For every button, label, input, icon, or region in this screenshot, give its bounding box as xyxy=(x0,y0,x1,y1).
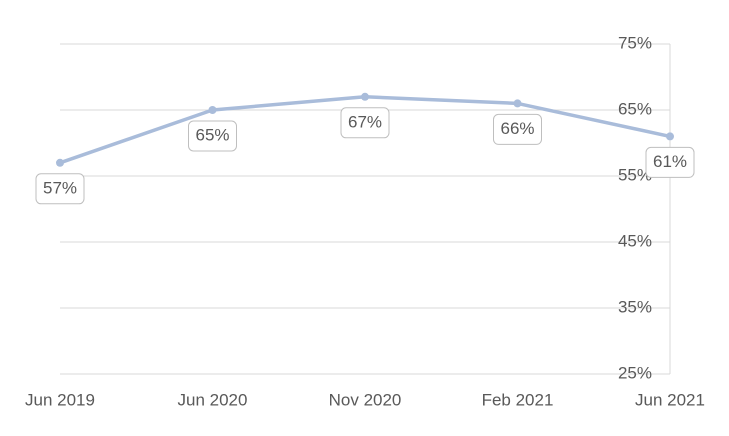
point xyxy=(361,92,369,101)
data-label: 65% xyxy=(195,125,229,144)
point xyxy=(56,158,64,167)
label-box xyxy=(340,107,390,139)
x-tick-label: Jun 2020 xyxy=(178,390,248,409)
data-label: 57% xyxy=(43,178,77,197)
y-tick-label: 45% xyxy=(618,231,652,250)
data-label: 66% xyxy=(500,119,534,138)
point xyxy=(666,132,674,141)
data-label: 61% xyxy=(653,152,687,171)
x-tick-label: Jun 2019 xyxy=(25,390,95,409)
label-box xyxy=(35,173,85,205)
point xyxy=(513,99,522,108)
y-tick-label: 35% xyxy=(618,297,652,316)
y-tick-label: 55% xyxy=(618,165,652,184)
x-tick-label: Feb 2021 xyxy=(482,390,554,409)
label-box xyxy=(645,146,695,178)
point xyxy=(208,106,217,114)
label-box xyxy=(493,113,542,145)
y-tick-label: 25% xyxy=(618,363,652,382)
y-tick-label: 65% xyxy=(618,99,652,118)
label-box xyxy=(188,120,237,152)
x-tick-label: Jun 2021 xyxy=(635,390,705,409)
x-tick-label: Nov 2020 xyxy=(329,390,402,409)
y-tick-label: 75% xyxy=(618,33,652,52)
data-label: 67% xyxy=(348,112,382,131)
